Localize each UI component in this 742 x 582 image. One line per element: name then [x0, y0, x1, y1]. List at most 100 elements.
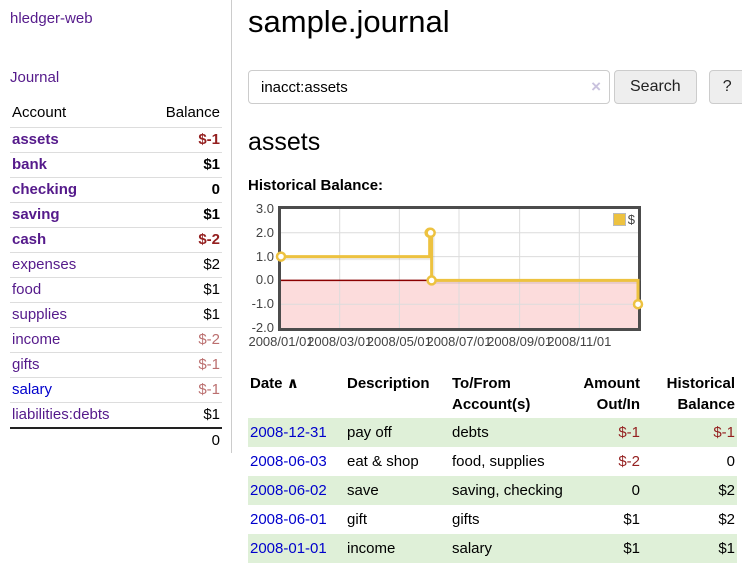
x-axis-tick-label: 2008/11/01	[547, 334, 612, 349]
hledger-web-app: hledger-web Journal Account Balance asse…	[10, 0, 742, 563]
account-balance: $1	[144, 402, 222, 428]
transaction-description: eat & shop	[347, 453, 419, 470]
transaction-balance: $1	[718, 540, 735, 557]
main-content: sample.journal × Search ? assets Histori…	[232, 0, 742, 563]
clear-search-icon[interactable]: ×	[591, 77, 601, 96]
account-row-expenses: expenses $2	[10, 252, 222, 278]
account-row-liabilities-debts: liabilities:debts $1	[10, 402, 222, 428]
account-link-saving[interactable]: saving	[12, 206, 60, 223]
legend-series-swatch	[612, 213, 626, 226]
account-link-supplies[interactable]: supplies	[12, 306, 68, 323]
transaction-accounts: salary	[452, 540, 493, 557]
x-axis-tick-label: 2008/05/01	[366, 334, 432, 349]
account-balance: $-1	[144, 127, 222, 153]
search-input[interactable]	[248, 70, 610, 104]
sort-ascending-icon: ∧	[286, 375, 299, 392]
accounts-header-account: Account	[12, 104, 67, 121]
account-balance: $-2	[144, 327, 222, 353]
account-row-assets: assets $-1	[10, 127, 222, 153]
accounts-header-balance: Balance	[165, 104, 220, 121]
account-balance: $-2	[144, 227, 222, 253]
transaction-date-link[interactable]: 2008-01-01	[250, 540, 327, 557]
register-row: 2008-06-02 save saving, checking 0 $2	[248, 476, 737, 505]
y-axis-tick-label: 3.0	[255, 201, 274, 216]
legend-series-label: $	[627, 212, 635, 227]
account-link-liabilities-debts[interactable]: liabilities:debts	[12, 406, 110, 423]
account-link-salary[interactable]: salary	[12, 381, 53, 398]
transaction-description: pay off	[347, 424, 392, 441]
account-row-supplies: supplies $1	[10, 302, 222, 328]
account-link-gifts[interactable]: gifts	[12, 356, 40, 373]
register-header-date[interactable]: Date ∧	[248, 370, 345, 418]
transaction-date-link[interactable]: 2008-06-03	[250, 453, 327, 470]
transaction-description: gift	[347, 511, 368, 528]
account-heading: assets	[248, 128, 321, 156]
account-row-gifts: gifts $-1	[10, 352, 222, 378]
transaction-amount: $1	[623, 540, 640, 557]
transaction-description: save	[347, 482, 379, 499]
page-title: sample.journal	[248, 4, 450, 39]
account-row-food: food $1	[10, 277, 222, 303]
y-axis-tick-label: -2.0	[251, 320, 274, 335]
y-axis-tick-label: 2.0	[255, 224, 274, 240]
account-link-assets[interactable]: assets	[12, 131, 59, 148]
account-balance: $1	[144, 202, 222, 228]
transaction-date-link[interactable]: 2008-06-02	[250, 482, 327, 499]
search-input-wrap: ×	[248, 70, 610, 104]
accounts-header-row: Account Balance	[10, 100, 222, 128]
account-link-cash[interactable]: cash	[12, 231, 47, 248]
x-axis-tick-label: 2008/09/01	[487, 334, 553, 349]
account-row-salary: salary $-1	[10, 377, 222, 403]
account-link-bank[interactable]: bank	[12, 156, 48, 173]
transaction-accounts: food, supplies	[452, 453, 545, 470]
account-row-bank: bank $1	[10, 152, 222, 178]
account-row-cash: cash $-2	[10, 227, 222, 253]
nav-journal-link[interactable]: Journal	[10, 69, 60, 86]
register-table: Date ∧ Description To/From Account(s) Am…	[248, 370, 737, 563]
chart-legend: $	[612, 212, 635, 227]
x-axis-tick-label: 2008/07/01	[426, 334, 492, 349]
transaction-accounts: saving, checking	[452, 482, 563, 499]
account-balance: $1	[144, 302, 222, 328]
account-balance: 0	[144, 177, 222, 203]
account-link-income[interactable]: income	[12, 331, 61, 348]
account-link-expenses[interactable]: expenses	[12, 256, 77, 273]
accounts-total-value: 0	[144, 427, 222, 453]
transaction-balance: $2	[718, 511, 735, 528]
account-row-saving: saving $1	[10, 202, 222, 228]
account-balance: $-1	[144, 377, 222, 403]
chart-title: Historical Balance:	[248, 177, 384, 194]
transaction-date-link[interactable]: 2008-06-01	[250, 511, 327, 528]
search-form: × Search ?	[248, 70, 742, 104]
account-link-checking[interactable]: checking	[12, 181, 78, 198]
register-header-accounts: To/From Account(s)	[452, 375, 531, 413]
transaction-accounts: debts	[452, 424, 489, 441]
y-axis-tick-label: -1.0	[251, 296, 274, 312]
register-row: 2008-01-01 income salary $1 $1	[248, 534, 737, 563]
register-header-balance: Historical Balance	[666, 375, 735, 413]
register-row: 2008-06-03 eat & shop food, supplies $-2…	[248, 447, 737, 476]
transaction-balance: $-1	[713, 424, 735, 441]
register-row: 2008-06-01 gift gifts $1 $2	[248, 505, 737, 534]
account-row-income: income $-2	[10, 327, 222, 353]
help-button[interactable]: ?	[708, 70, 742, 104]
register-row: 2008-12-31 pay off debts $-1 $-1	[248, 418, 737, 447]
y-axis-tick-label: 1.0	[255, 248, 274, 264]
transaction-amount: $-2	[618, 453, 640, 470]
account-balance: $-1	[144, 352, 222, 378]
account-link-food[interactable]: food	[12, 281, 42, 298]
x-axis-tick-label: 2008/03/01	[307, 334, 373, 349]
y-axis-tick-label: 0.0	[255, 272, 274, 288]
register-header-date-label: Date	[250, 375, 283, 392]
chart-plot-area: $	[275, 206, 644, 331]
register-header-amount: Amount Out/In	[583, 375, 640, 413]
transaction-description: income	[347, 540, 396, 557]
account-balance: $2	[144, 252, 222, 278]
transaction-date-link[interactable]: 2008-12-31	[250, 424, 327, 441]
brand-link[interactable]: hledger-web	[10, 10, 93, 27]
transaction-amount: $-1	[618, 424, 640, 441]
transaction-amount: $1	[623, 511, 640, 528]
search-button[interactable]: Search	[614, 70, 697, 104]
account-row-checking: checking 0	[10, 177, 222, 203]
register-header-row: Date ∧ Description To/From Account(s) Am…	[248, 370, 737, 418]
